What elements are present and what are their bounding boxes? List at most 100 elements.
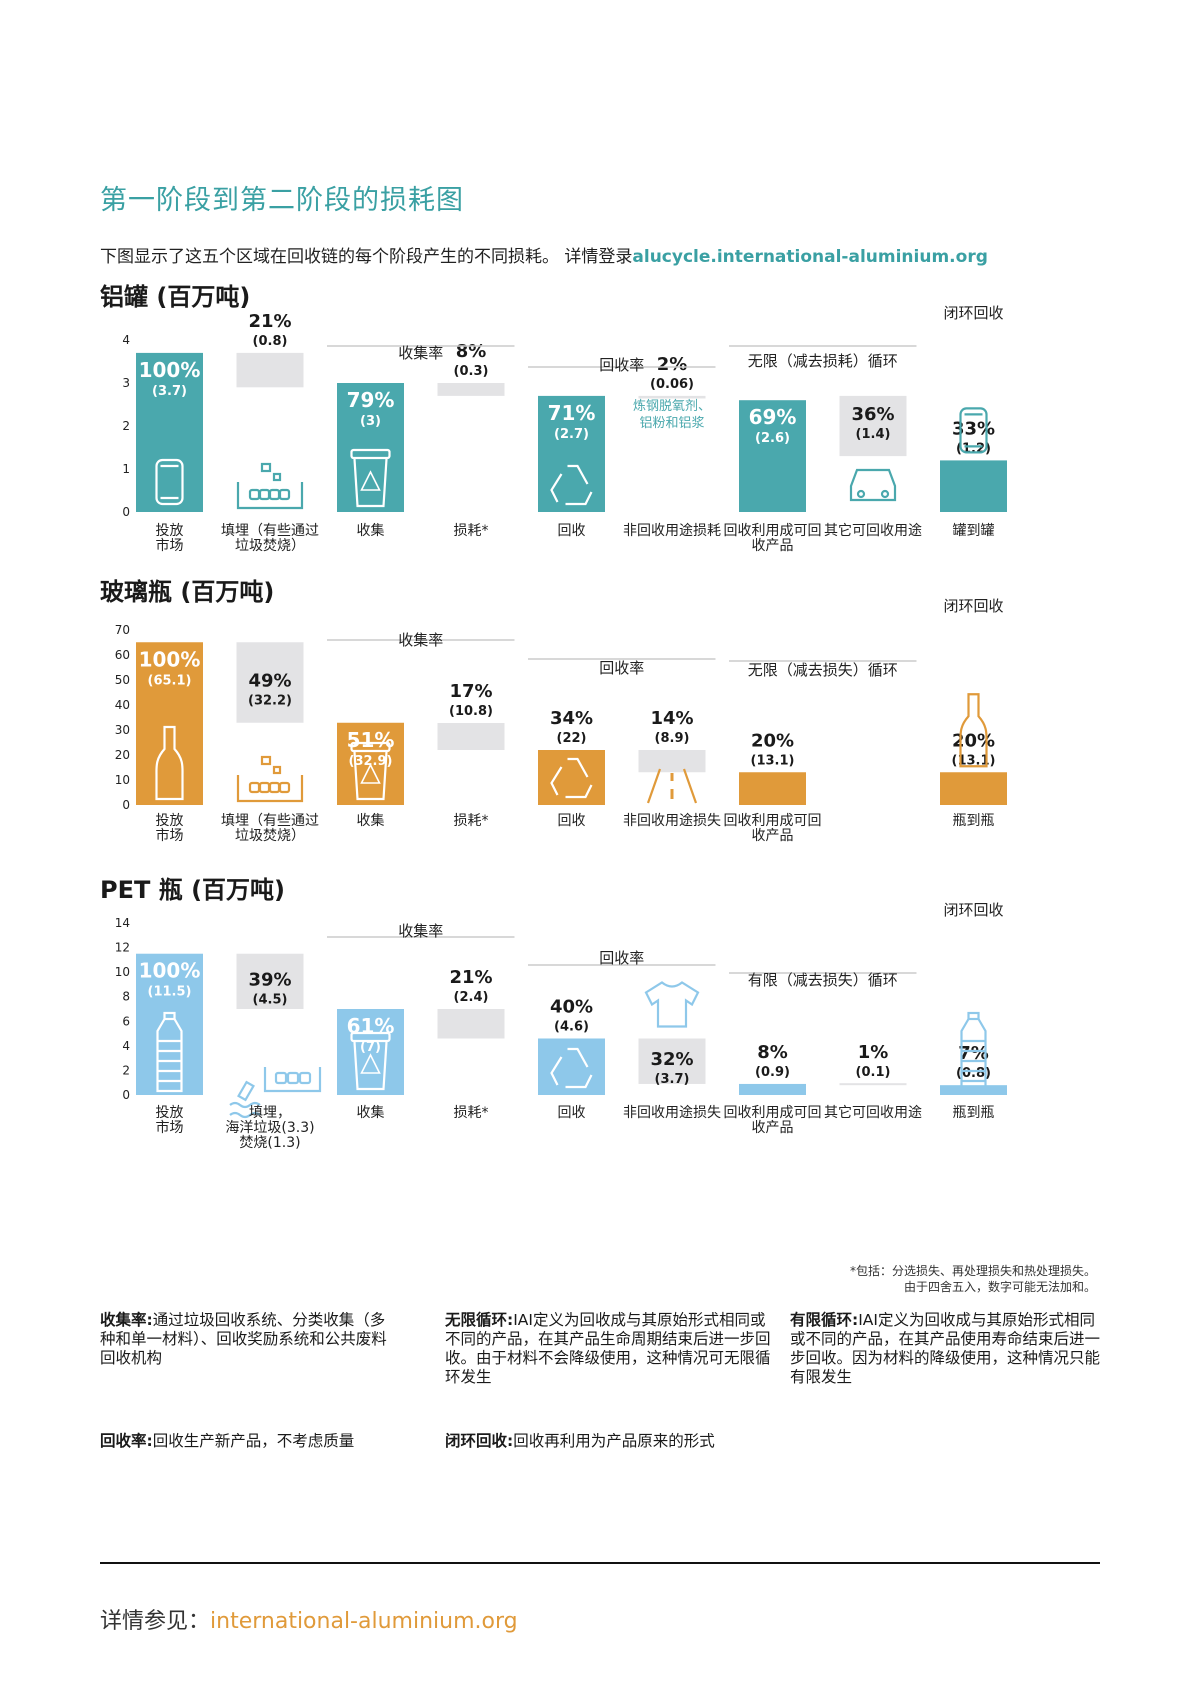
can-icon <box>155 458 184 506</box>
loss-bar <box>437 723 505 750</box>
bottle-outline <box>960 1018 987 1093</box>
bar-value-label: (1.4) <box>856 427 891 442</box>
bar-percent-label: 14% <box>650 708 693 729</box>
page-title: 第一阶段到第二阶段的损耗图 <box>100 185 464 216</box>
bar-note: 炼钢脱氧剂、 <box>633 399 711 414</box>
definition-text: IAI定义为回收成与其原始形式相同或不同的产品，在其产品使用寿命结束后进一步回收… <box>790 1311 1101 1386</box>
bin-icon <box>350 741 391 801</box>
bin-lid <box>350 741 391 753</box>
footer-label: 详情参见： <box>100 1609 211 1634</box>
recycle-icon <box>550 1047 593 1089</box>
bin-icon <box>350 448 391 508</box>
bar <box>538 395 605 512</box>
bar-percent-label: 61% <box>347 1014 395 1038</box>
definition-infinite-loop: 无限循环:IAI定义为回收成与其原始形式相同或不同的产品，在其产品生命周期结束后… <box>445 1311 775 1387</box>
pet-bottle-icon <box>156 1011 183 1093</box>
bar <box>940 460 1007 512</box>
bar-value-label: (13.1) <box>751 753 795 768</box>
category-label: 非回收用途损失 <box>623 812 721 829</box>
car-light <box>880 489 890 499</box>
y-tick-label: 10 <box>115 965 130 979</box>
bar-percent-label: 21% <box>449 967 492 988</box>
category-label: 非回收用途损耗 <box>623 522 721 539</box>
bar-value-label: (2.4) <box>454 990 489 1005</box>
closed-loop-label: 闭环回收 <box>943 304 1003 322</box>
y-tick-label: 6 <box>122 1014 130 1028</box>
glass-bottle-icon <box>155 725 184 801</box>
bar-value-label: (0.9) <box>755 1065 790 1080</box>
closed-loop-label: 闭环回收 <box>943 597 1003 615</box>
recycle-arrow-2 <box>565 491 593 506</box>
bracket-label: 有限（减去损失）循环 <box>748 971 898 989</box>
bar-percent-label: 36% <box>851 404 894 425</box>
category-label: 垃圾焚烧） <box>235 828 305 844</box>
bar-percent-label: 40% <box>550 996 593 1017</box>
bar-percent-label: 20% <box>751 730 794 751</box>
category-label: 收产品 <box>752 538 794 554</box>
ocean-landfill-icon <box>229 1067 322 1119</box>
y-tick-label: 0 <box>122 1088 130 1102</box>
y-tick-label: 0 <box>122 505 130 519</box>
road-icon <box>646 768 698 804</box>
recycle-icon <box>550 464 593 506</box>
loss-bar <box>236 642 304 723</box>
footer-link[interactable]: international-aluminium.org <box>210 1609 518 1634</box>
bracket-label: 无限（减去损失）循环 <box>748 661 898 679</box>
bar-value-label: (0.8) <box>253 334 288 349</box>
bar-value-label: (8.9) <box>655 731 690 746</box>
road-edge <box>646 768 662 804</box>
bin-recycle-mark <box>360 763 381 784</box>
bar-percent-label: 69% <box>749 405 797 429</box>
category-label: 收集 <box>357 812 385 829</box>
bar-value-label: (4.6) <box>554 1019 589 1034</box>
intro-link[interactable]: alucycle.international-aluminium.org <box>632 247 988 267</box>
y-tick-label: 50 <box>115 673 130 687</box>
bar-percent-label: 21% <box>248 311 291 332</box>
y-tick-label: 0 <box>122 798 130 812</box>
recycle-arrow-3 <box>550 766 563 796</box>
bar-percent-label: 8% <box>757 1042 788 1063</box>
bar <box>337 1009 404 1095</box>
bar <box>136 352 203 512</box>
category-label: 市场 <box>156 1119 184 1136</box>
recycle-arrow-1 <box>567 757 589 778</box>
category-label: 收产品 <box>752 828 794 844</box>
car-icon <box>849 468 897 502</box>
bar-value-label: (2.6) <box>755 431 790 446</box>
category-label: 瓶到瓶 <box>953 1105 995 1121</box>
glass-bottle-icon <box>959 693 988 768</box>
can-body <box>959 407 988 454</box>
tshirt-outline <box>644 981 700 1028</box>
landfill-block <box>258 488 271 501</box>
category-label: 填埋（有些通过 <box>221 523 319 539</box>
bar-percent-label: 79% <box>347 388 395 412</box>
bar-value-label: (2.7) <box>554 427 589 442</box>
intro-text: 下图显示了这五个区域在回收链的每个阶段产生的不同损耗。 详情登录alucycle… <box>100 242 988 267</box>
category-label: 损耗* <box>454 1105 489 1121</box>
bar-value-label: (7) <box>360 1040 381 1055</box>
bar-value-label: (4.5) <box>253 992 288 1007</box>
y-tick-label: 12 <box>115 941 130 955</box>
bracket-label: 收集率 <box>398 631 443 649</box>
category-label: 回收利用成可回 <box>724 523 822 539</box>
y-tick-label: 20 <box>115 748 130 762</box>
definition-closed-loop: 闭环回收:回收再利用为产品原来的形式 <box>445 1432 805 1451</box>
bar-value-label: (0.06) <box>650 377 694 392</box>
bar-percent-label: 8% <box>456 341 487 362</box>
category-label: 回收 <box>558 523 586 539</box>
landfill-block <box>278 488 291 501</box>
bar <box>739 772 806 805</box>
loss-bar <box>839 395 907 457</box>
recycle-arrow-1 <box>567 1047 589 1068</box>
footer: 详情参见：international-aluminium.org <box>100 1603 518 1635</box>
bar-percent-label: 71% <box>548 401 596 425</box>
landfill-icon <box>236 462 304 510</box>
category-label: 收集 <box>357 522 385 539</box>
bar-percent-label: 100% <box>139 358 201 382</box>
landfill-pit <box>236 775 304 803</box>
bar <box>739 400 806 512</box>
loss-bar <box>437 1009 505 1039</box>
bottle-outline <box>156 1018 183 1093</box>
